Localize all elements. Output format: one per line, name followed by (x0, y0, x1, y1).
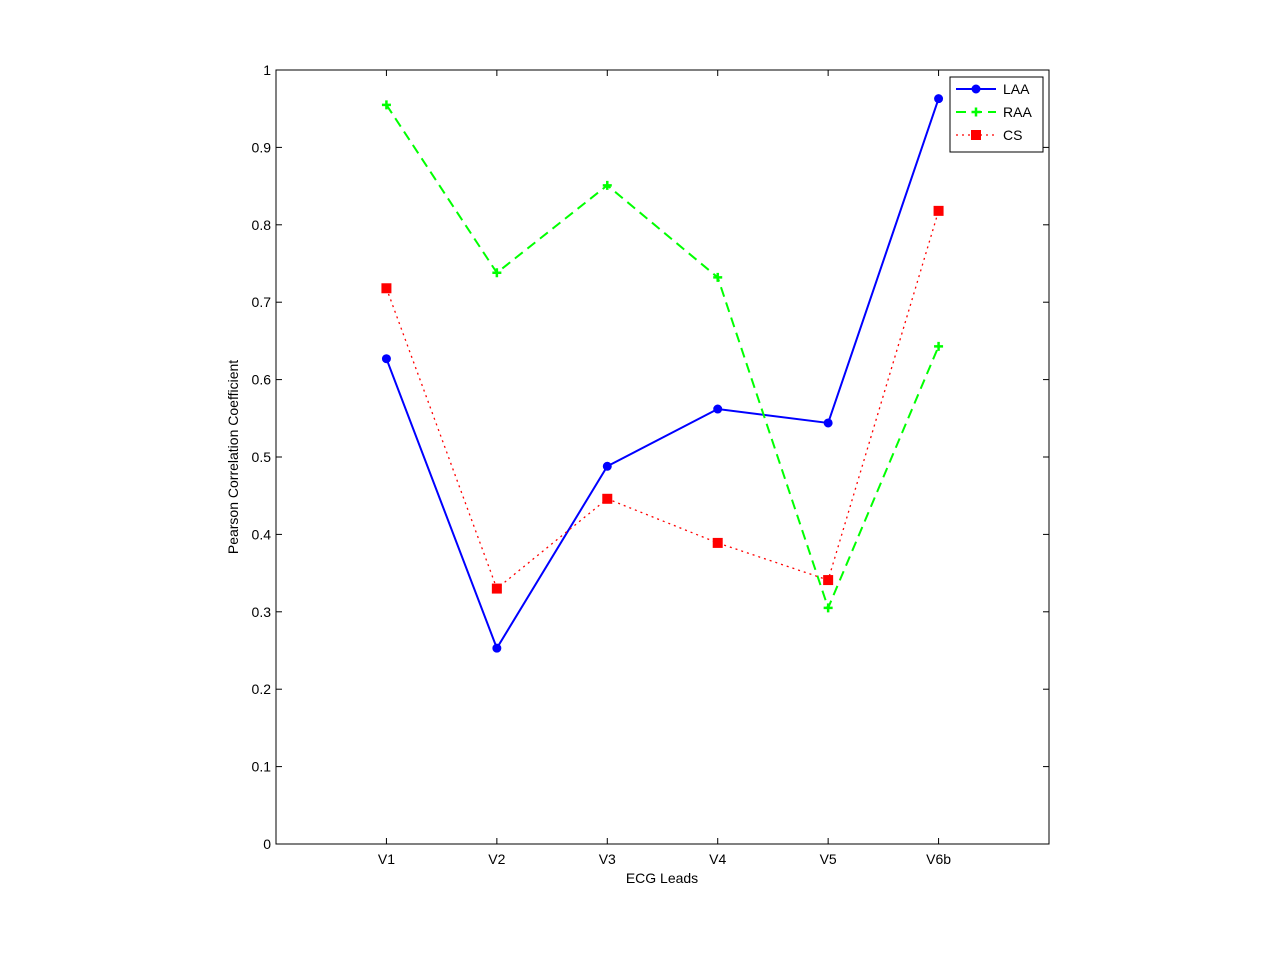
legend-marker-laa (971, 84, 981, 94)
y-tick-label: 0.6 (252, 372, 272, 388)
data-point-cs (381, 283, 392, 294)
data-point-laa (823, 418, 833, 428)
y-tick-label: 0.9 (252, 139, 272, 155)
data-point-laa (713, 404, 723, 414)
plot-area (275, 69, 1050, 845)
axis-ticks: 0 0.1 0.2 0.3 0.4 0.5 0.6 0.7 0.8 0.9 1 V1 V2 V3 V4 V5 V… (252, 62, 1049, 867)
series-line-laa (385, 98, 940, 651)
x-tick-label: V4 (709, 851, 726, 867)
data-point-laa (602, 461, 612, 471)
y-tick-label: 0.7 (252, 294, 272, 310)
legend-label-raa: RAA (1003, 104, 1032, 120)
y-tick-label: 0.2 (252, 681, 272, 697)
legend-label-laa: LAA (1003, 81, 1030, 97)
data-point-raa (934, 341, 944, 351)
y-tick-label: 0.4 (252, 526, 272, 542)
data-point-raa (492, 268, 502, 278)
data-point-raa (381, 100, 391, 110)
data-point-cs (491, 583, 502, 594)
legend: LAA RAA CS (949, 76, 1044, 153)
y-tick-label: 0 (263, 836, 271, 852)
x-tick-label: V1 (378, 851, 395, 867)
data-point-cs (933, 205, 944, 216)
y-tick-label: 0.3 (252, 604, 272, 620)
y-tick-label: 1 (263, 62, 271, 78)
series-markers (381, 94, 944, 653)
legend-marker-raa (971, 107, 981, 117)
x-tick-label: V3 (599, 851, 616, 867)
data-point-laa (492, 643, 502, 653)
series-line-raa (385, 104, 940, 611)
y-tick-label: 0.5 (252, 449, 272, 465)
y-axis-label: Pearson Correlation Coefficient (225, 360, 241, 554)
x-tick-label: V2 (488, 851, 505, 867)
legend-marker-cs (971, 130, 981, 140)
data-point-laa (381, 354, 391, 364)
x-axis-label: ECG Leads (626, 870, 698, 886)
y-tick-label: 0.1 (252, 759, 272, 775)
data-point-cs (602, 493, 613, 504)
data-point-raa (713, 272, 723, 282)
data-point-raa (602, 180, 612, 190)
data-point-cs (712, 537, 723, 548)
data-point-cs (823, 575, 834, 586)
y-tick-label: 0.8 (252, 217, 272, 233)
data-point-raa (823, 603, 833, 613)
legend-label-cs: CS (1003, 127, 1022, 143)
series-lines (385, 98, 940, 651)
x-tick-label: V6b (926, 851, 951, 867)
x-tick-label: V5 (820, 851, 837, 867)
data-point-laa (934, 94, 944, 104)
